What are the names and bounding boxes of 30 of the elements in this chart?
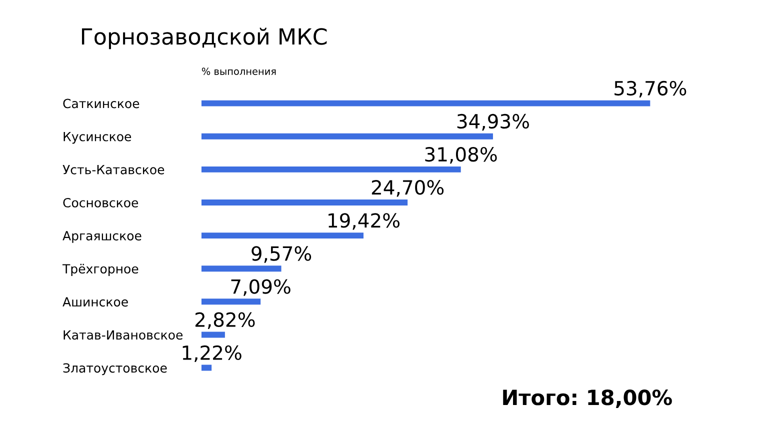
bar <box>201 364 212 371</box>
bar <box>201 100 650 106</box>
y-tick-label: Кусинское <box>64 132 132 144</box>
data-label: 34,93% <box>457 114 529 131</box>
chart-subtitle: % выполнения <box>202 68 276 75</box>
text: Итого: 18,00% <box>503 390 672 408</box>
bar <box>201 200 408 206</box>
chart-title: Горнозаводской МКС <box>82 28 327 50</box>
bar <box>201 332 225 338</box>
bar <box>201 166 461 172</box>
bar <box>201 133 493 140</box>
y-tick-label: Сосновское <box>63 198 138 208</box>
data-label: 2,82% <box>195 312 255 329</box>
data-label: 24,70% <box>372 180 444 197</box>
bar <box>201 266 282 272</box>
y-tick-label: Ашинское <box>62 297 128 307</box>
y-tick-label: Катав-Ивановское <box>64 330 183 340</box>
y-tick-label: Златоустовское <box>63 363 167 376</box>
y-tick-label: Усть-Катавское <box>62 165 164 174</box>
bar <box>201 298 261 305</box>
data-label: 1,22% <box>182 345 242 362</box>
data-label: 53,76% <box>614 80 686 98</box>
data-label: 31,08% <box>425 146 497 164</box>
y-tick-label: Аргаяшское <box>62 231 142 243</box>
y-tick-label: Трёхгорное <box>62 264 138 276</box>
data-label: 7,09% <box>231 279 290 296</box>
y-tick-label: Саткинское <box>63 98 140 108</box>
data-label: 19,42% <box>328 213 400 230</box>
data-label: 9,57% <box>252 246 312 263</box>
bar <box>201 232 364 239</box>
